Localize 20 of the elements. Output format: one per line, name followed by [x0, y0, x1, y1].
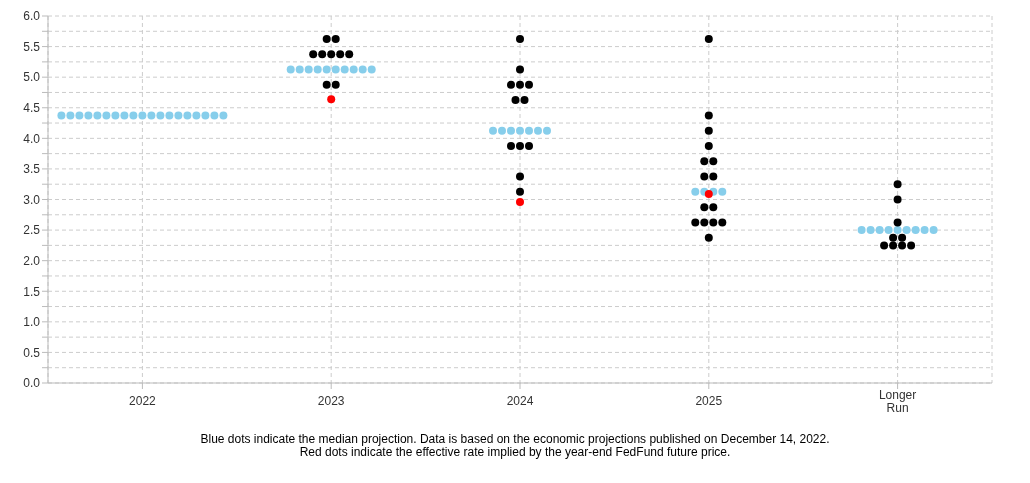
x-tick-label: 2025 — [695, 394, 723, 408]
y-tick-label: 3.5 — [23, 162, 41, 177]
y-tick-label: 6.0 — [23, 9, 41, 24]
y-tick-label: 2.0 — [23, 253, 41, 268]
y-tick-label: 0.0 — [23, 376, 41, 391]
y-tick-label: 1.5 — [23, 284, 41, 299]
y-tick-label: 3.0 — [23, 192, 41, 207]
y-tick-label: 1.0 — [23, 315, 41, 330]
y-tick-label: 5.0 — [23, 70, 41, 85]
text: Red dots indicate the effective rate implied by the year-end FedFund future price. — [298, 445, 732, 459]
x-tick-label: 2023 — [317, 394, 345, 408]
y-tick-label: 0.5 — [23, 345, 41, 360]
y-tick-label: 2.5 — [23, 223, 41, 238]
x-tick-label: 2024 — [506, 394, 534, 408]
y-tick-label: 4.0 — [23, 131, 41, 146]
x-tick-label: 2022 — [129, 394, 157, 408]
x-tick-label: Longer Run — [878, 388, 917, 415]
y-tick-label: 4.5 — [23, 101, 41, 116]
y-tick-label: 5.5 — [23, 39, 41, 54]
text: Blue dots indicate the median projection. Data is based on the economic projections published on December 14, 2022. — [199, 432, 831, 446]
